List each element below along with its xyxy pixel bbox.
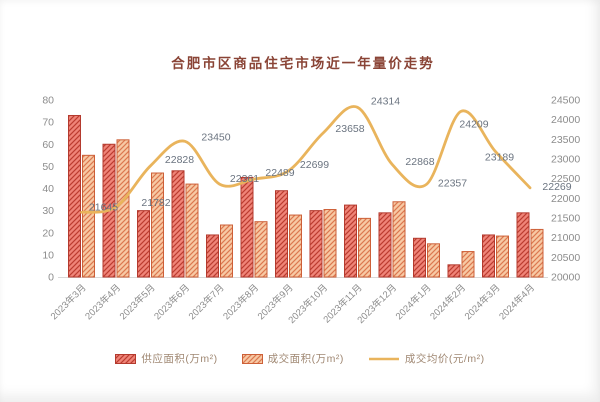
price-point-label-2023年6月: 23450 xyxy=(201,131,230,143)
bar-supply-2024年2月 xyxy=(447,264,461,278)
left-axis-tick: 70 xyxy=(42,117,54,129)
chart-legend: 供应面积(万m²) 成交面积(万m²) 成交均价(元/m²) xyxy=(0,351,600,366)
bar-transaction-2023年6月 xyxy=(185,183,199,278)
bar-supply-2024年3月 xyxy=(482,234,495,278)
right-axis-tick: 23500 xyxy=(551,134,580,146)
bar-transaction-2023年9月 xyxy=(289,214,302,278)
price-point-label-2023年4月: 21782 xyxy=(141,197,170,209)
bar-supply-2023年3月 xyxy=(68,114,81,278)
price-point-label-2024年3月: 23189 xyxy=(485,152,514,164)
price-point-label-2023年3月: 21645 xyxy=(89,201,118,213)
bar-supply-2023年11月 xyxy=(344,204,357,278)
price-point-label-2023年7月: 22361 xyxy=(230,173,259,185)
bar-supply-2023年8月 xyxy=(240,176,254,278)
right-axis-tick: 22000 xyxy=(551,193,580,205)
bar-supply-2023年6月 xyxy=(171,170,185,278)
x-axis-label: 2023年8月 xyxy=(221,282,262,323)
bar-supply-2023年5月 xyxy=(137,210,150,278)
price-line xyxy=(80,105,532,214)
right-axis-tick: 22500 xyxy=(551,173,580,185)
bar-transaction-2024年4月 xyxy=(530,228,544,278)
x-axis-label: 2023年4月 xyxy=(83,282,124,323)
supply-bar-swatch-icon xyxy=(115,353,137,364)
right-axis-tick: 24500 xyxy=(551,95,580,107)
price-point-label-2024年4月: 22269 xyxy=(542,181,571,193)
bar-transaction-2023年8月 xyxy=(254,221,268,278)
left-axis-tick: 30 xyxy=(42,205,54,217)
bar-transaction-2024年2月 xyxy=(461,251,475,278)
bar-transaction-2023年4月 xyxy=(116,139,130,278)
bar-transaction-2023年3月 xyxy=(82,154,95,278)
bar-supply-2023年12月 xyxy=(378,212,392,278)
bar-transaction-2023年10月 xyxy=(323,209,337,278)
bar-supply-2023年10月 xyxy=(309,210,323,278)
legend-item-transaction-area: 成交面积(万m²) xyxy=(241,351,344,366)
price-point-label-2023年9月: 22699 xyxy=(300,159,329,171)
legend-label-transaction-area: 成交面积(万m²) xyxy=(267,353,344,365)
left-axis-tick: 10 xyxy=(42,249,54,261)
x-axis-label: 2024年1月 xyxy=(393,282,434,323)
x-axis-label: 2023年3月 xyxy=(48,282,89,323)
bar-transaction-2024年1月 xyxy=(427,243,440,278)
right-axis-tick: 20500 xyxy=(551,252,580,264)
bar-transaction-2024年3月 xyxy=(496,235,509,278)
right-axis-tick: 24000 xyxy=(551,114,580,126)
right-axis-tick: 21500 xyxy=(551,213,580,225)
left-axis-tick: 60 xyxy=(42,139,54,151)
price-point-label-2023年5月: 22828 xyxy=(165,154,194,166)
bar-transaction-2023年7月 xyxy=(220,224,233,278)
price-point-label-2024年2月: 24209 xyxy=(459,118,488,130)
bar-supply-2024年1月 xyxy=(413,237,426,278)
price-line-swatch-icon xyxy=(368,357,399,360)
right-axis-tick: 21000 xyxy=(551,232,580,244)
transaction-bar-swatch-icon xyxy=(241,353,263,364)
bar-transaction-2023年12月 xyxy=(392,201,406,278)
bar-supply-2024年4月 xyxy=(516,212,530,278)
x-axis-label: 2023年7月 xyxy=(186,282,227,323)
x-axis-label: 2024年2月 xyxy=(428,282,469,323)
legend-item-average-price: 成交均价(元/m²) xyxy=(368,351,485,366)
right-axis-tick: 23000 xyxy=(551,154,580,166)
x-axis-label: 2024年3月 xyxy=(462,282,503,323)
price-point-label-2024年1月: 22357 xyxy=(438,177,467,189)
left-axis-tick: 50 xyxy=(42,161,54,173)
bar-transaction-2023年5月 xyxy=(151,172,164,278)
legend-label-supply-area: 供应面积(万m²) xyxy=(141,353,218,365)
x-axis-label: 2024年4月 xyxy=(497,282,538,323)
bar-transaction-2023年11月 xyxy=(358,217,371,278)
bar-supply-2023年9月 xyxy=(275,190,288,278)
price-point-label-2023年10月: 23658 xyxy=(335,123,364,135)
chart-title: 合肥市区商品住宅市场近一年量价走势 xyxy=(171,56,435,71)
price-point-label-2023年8月: 22489 xyxy=(265,167,294,179)
legend-label-average-price: 成交均价(元/m²) xyxy=(404,353,485,365)
left-axis-tick: 80 xyxy=(42,95,54,107)
x-axis-label: 2023年5月 xyxy=(117,282,158,323)
right-axis-tick: 20000 xyxy=(551,272,580,284)
price-point-label-2023年12月: 22868 xyxy=(405,156,434,168)
left-axis-tick: 20 xyxy=(42,227,54,239)
left-axis-tick: 0 xyxy=(48,272,54,284)
left-axis-tick: 40 xyxy=(42,183,54,195)
price-point-label-2023年11月: 24314 xyxy=(371,95,400,107)
bar-supply-2023年7月 xyxy=(206,234,219,278)
legend-item-supply-area: 供应面积(万m²) xyxy=(115,351,217,366)
x-axis-label: 2023年6月 xyxy=(152,282,193,323)
